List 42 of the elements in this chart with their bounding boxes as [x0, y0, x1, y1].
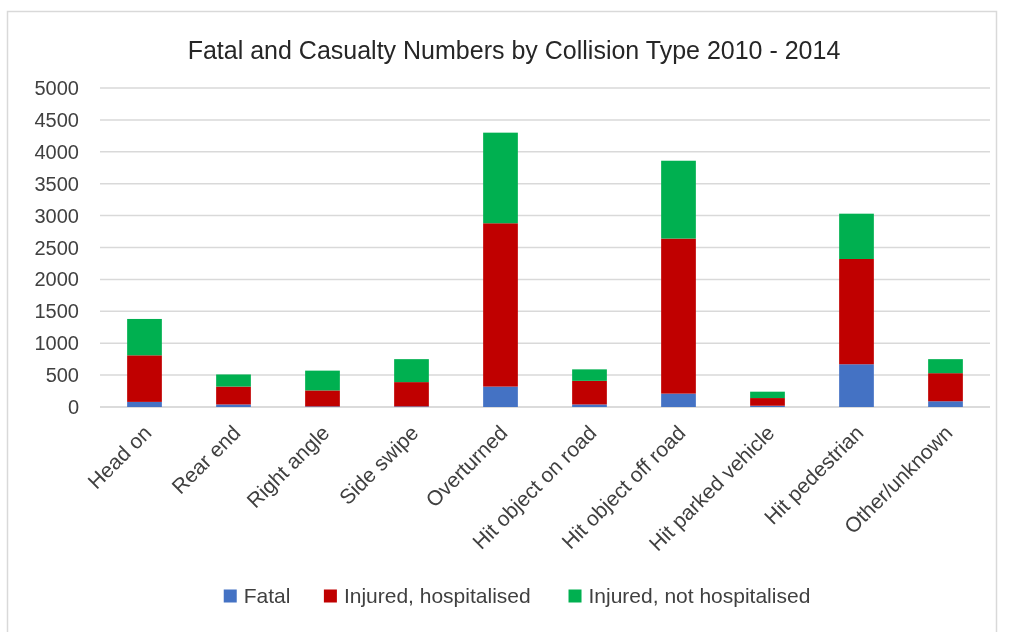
bar — [127, 318, 162, 356]
bar — [394, 359, 429, 383]
bar — [216, 374, 251, 387]
y-tick-label: 4500 — [34, 108, 79, 131]
bar — [572, 380, 607, 405]
bar — [127, 401, 162, 407]
bar — [839, 213, 874, 259]
y-tick-label: 5000 — [34, 77, 79, 99]
legend-label: Fatal — [243, 584, 291, 608]
bar — [216, 386, 251, 405]
y-tick-label: 3000 — [34, 204, 79, 227]
bar — [483, 386, 518, 407]
y-tick-label: 0 — [67, 396, 79, 418]
bar — [661, 238, 696, 394]
bar — [394, 382, 429, 407]
bar — [483, 223, 518, 387]
y-tick-label: 1500 — [34, 300, 79, 323]
bar — [661, 160, 696, 239]
legend-label: Injured, not hospitalised — [588, 584, 811, 608]
y-tick-label: 1000 — [34, 332, 79, 355]
bar — [839, 258, 874, 365]
y-tick-label: 500 — [45, 364, 79, 387]
bar — [750, 391, 785, 399]
y-tick-label: 2500 — [34, 236, 79, 259]
y-tick-label: 4000 — [34, 140, 79, 163]
bar — [483, 132, 518, 224]
bar — [572, 369, 607, 381]
bar — [750, 398, 785, 406]
bar — [572, 404, 607, 407]
bar — [305, 390, 340, 407]
bar — [127, 355, 162, 402]
bar — [661, 393, 696, 407]
bar — [928, 373, 963, 402]
bar — [216, 404, 251, 407]
chart-title: Fatal and Casualty Numbers by Collision Type 2010 - 2014 — [187, 35, 841, 64]
y-tick-label: 2000 — [34, 268, 79, 291]
y-tick-label: 3500 — [34, 172, 79, 195]
bar — [305, 370, 340, 391]
bar — [928, 401, 963, 407]
bar — [839, 364, 874, 407]
legend-label: Injured, hospitalised — [343, 584, 531, 608]
bar — [928, 359, 963, 374]
